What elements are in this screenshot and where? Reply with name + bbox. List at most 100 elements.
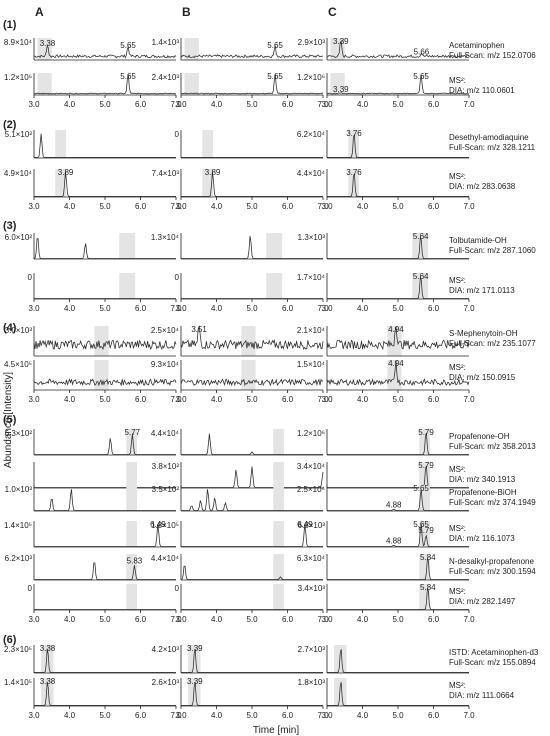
section-label: (3) xyxy=(3,220,17,232)
chromatogram-trace xyxy=(181,74,324,95)
y-max-label: 2.7×10³ xyxy=(298,645,326,654)
peak-label: 5.77 xyxy=(125,428,141,437)
x-tick-label: 3.0 xyxy=(28,711,40,720)
x-tick-label: 4.0 xyxy=(357,711,369,720)
retention-window xyxy=(241,360,256,390)
peak-label: 3.39 xyxy=(187,677,203,686)
x-tick-label: 6.0 xyxy=(282,100,294,109)
x-tick-label: 6.0 xyxy=(282,711,294,720)
scan-label: Full-Scan: m/z 287.1060 xyxy=(449,246,536,255)
y-max-label: 6.0×10² xyxy=(5,233,33,242)
x-tick-label: 6.0 xyxy=(282,202,294,211)
retention-window xyxy=(126,462,137,488)
ms2-label: MS²: xyxy=(449,587,466,596)
chromatogram-trace xyxy=(327,432,469,455)
x-tick-label: 3.0 xyxy=(175,615,187,624)
peak-label: 4.94 xyxy=(388,359,404,368)
x-tick-label: 5.0 xyxy=(392,395,404,404)
peak-label: 6.49 xyxy=(297,520,313,529)
retention-window xyxy=(37,38,52,60)
x-tick-label: 5.0 xyxy=(246,615,258,624)
chromatogram-trace xyxy=(34,489,176,511)
retention-window xyxy=(126,584,137,610)
x-tick-label: 5.0 xyxy=(99,395,111,404)
x-tick-label: 6.0 xyxy=(282,395,294,404)
chromatogram-trace xyxy=(181,682,323,706)
x-tick-label: 4.0 xyxy=(64,395,76,404)
ms2-label: MS²: xyxy=(449,681,466,690)
y-max-label: 7.4×10³ xyxy=(152,169,180,178)
compound-name: Propafenone-BiOH xyxy=(449,488,517,497)
section-label: (4) xyxy=(3,322,17,334)
x-tick-label: 4.0 xyxy=(64,100,76,109)
peak-label: 5.83 xyxy=(127,556,143,565)
retention-window xyxy=(348,130,359,158)
x-tick-label: 7.0 xyxy=(170,615,182,624)
retention-window xyxy=(419,584,430,610)
retention-window xyxy=(94,326,109,356)
chromatogram-trace xyxy=(326,360,470,387)
x-tick-label: 5.0 xyxy=(246,100,258,109)
y-max-label: 1.5×10⁴ xyxy=(297,360,326,369)
chromatogram-trace xyxy=(34,562,176,580)
chromatogram-trace xyxy=(181,466,324,488)
peak-label: 5.65 xyxy=(413,520,429,529)
y-max-label: 4.2×10³ xyxy=(152,645,180,654)
retention-window xyxy=(126,521,137,547)
x-tick-label: 7.0 xyxy=(170,202,182,211)
chromatogram-trace xyxy=(327,523,469,547)
scan-label: Full-Scan: m/z 374.1949 xyxy=(449,498,536,507)
x-tick-label: 6.0 xyxy=(135,711,147,720)
chromatogram-trace xyxy=(33,238,176,259)
y-max-label: 8.9×10⁴ xyxy=(4,38,33,47)
x-tick-label: 6.0 xyxy=(428,100,440,109)
retention-window xyxy=(334,645,347,673)
y-max-label: 3.0×10³ xyxy=(5,326,33,335)
y-max-label: 3.8×10² xyxy=(152,462,180,471)
x-tick-label: 4.0 xyxy=(211,202,223,211)
peak-label: 5.65 xyxy=(267,41,283,50)
x-tick-label: 7.0 xyxy=(317,615,329,624)
y-max-label: 1.2×10⁶ xyxy=(4,73,32,82)
x-tick-label: 3.0 xyxy=(321,711,333,720)
x-tick-label: 3.0 xyxy=(28,202,40,211)
chromatogram-trace xyxy=(326,326,470,351)
ms2-label: MS²: xyxy=(449,172,466,181)
x-tick-label: 3.0 xyxy=(321,202,333,211)
x-tick-label: 7.0 xyxy=(317,711,329,720)
y-max-label: 1.8×10⁵ xyxy=(151,521,179,530)
compound-name: ISTD: Acetaminophen-d3 xyxy=(449,648,539,657)
x-tick-label: 3.0 xyxy=(321,395,333,404)
retention-window xyxy=(94,360,109,390)
retention-window xyxy=(188,678,201,706)
chromatogram-trace xyxy=(180,45,323,59)
peak-label: 3.76 xyxy=(346,129,362,138)
x-tick-label: 7.0 xyxy=(170,395,182,404)
retention-window xyxy=(41,645,54,673)
chromatogram-trace xyxy=(327,465,469,488)
x-tick-label: 3.0 xyxy=(175,100,187,109)
y-max-label: 1.2×10⁶ xyxy=(297,429,325,438)
y-max-label: 9.3×10⁴ xyxy=(151,360,180,369)
retention-window xyxy=(188,645,201,673)
y-max-label: 1.7×10⁴ xyxy=(297,273,326,282)
y-max-label: 2.5×10⁴ xyxy=(297,485,326,494)
x-tick-label: 7.0 xyxy=(317,100,329,109)
chromatogram-trace xyxy=(34,648,176,673)
x-tick-label: 6.0 xyxy=(428,304,440,313)
x-tick-label: 5.0 xyxy=(99,202,111,211)
x-tick-label: 5.0 xyxy=(99,711,111,720)
x-tick-label: 5.0 xyxy=(392,100,404,109)
chromatogram-trace xyxy=(34,524,176,547)
y-max-label: 1.4×10⁵ xyxy=(4,521,32,530)
peak-label: 6.49 xyxy=(150,520,166,529)
peak-label: 3.51 xyxy=(191,325,207,334)
x-tick-label: 7.0 xyxy=(317,202,329,211)
x-tick-label: 6.0 xyxy=(282,304,294,313)
chromatogram-trace xyxy=(34,171,176,197)
chromatogram-trace xyxy=(180,565,323,580)
x-tick-label: 3.0 xyxy=(321,100,333,109)
chromatogram-trace xyxy=(181,489,323,511)
